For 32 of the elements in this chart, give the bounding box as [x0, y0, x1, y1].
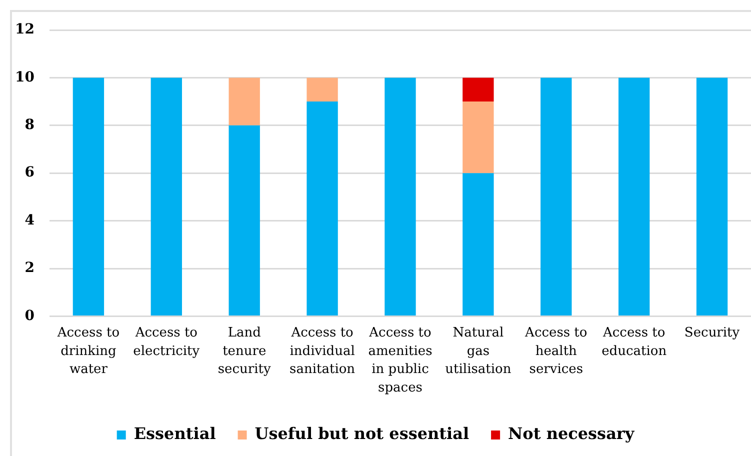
x-tick-label: Land tenure security [218, 326, 272, 378]
y-tick-label: 12 [15, 22, 34, 38]
y-tick-label: 8 [24, 117, 34, 134]
legend-label: Not necessary [508, 424, 635, 444]
bar [462, 173, 494, 316]
bar [540, 78, 572, 316]
bar [384, 78, 416, 316]
x-tick-label: Access to health services [524, 326, 588, 378]
x-tick-label: Natural gas utilisation [445, 326, 512, 378]
y-tick-label: 10 [15, 69, 35, 86]
y-tick-label: 6 [24, 164, 34, 181]
y-tick-label: 2 [24, 260, 34, 276]
bar [306, 78, 338, 102]
bar [618, 78, 650, 316]
bar [228, 125, 260, 316]
bar [462, 78, 494, 102]
bar [462, 102, 494, 174]
bar [228, 78, 260, 126]
x-tick-label: Access to electricity [133, 326, 200, 359]
legend-label: Essential [134, 424, 216, 444]
x-tick-label: Security [684, 326, 740, 341]
x-tick-label: Access to drinking water [56, 326, 120, 378]
y-tick-label: 4 [24, 212, 35, 228]
bar [150, 78, 182, 316]
bar [306, 102, 338, 316]
x-tick-label: Access to individual sanitation [290, 326, 356, 378]
x-tick-label: Access to amenities in public spaces [368, 326, 432, 396]
bar [696, 78, 728, 316]
bar [72, 78, 104, 316]
x-tick-label: Access to education [602, 326, 668, 359]
y-tick-label: 0 [24, 308, 35, 324]
legend-label: Useful but not essential [254, 424, 470, 444]
